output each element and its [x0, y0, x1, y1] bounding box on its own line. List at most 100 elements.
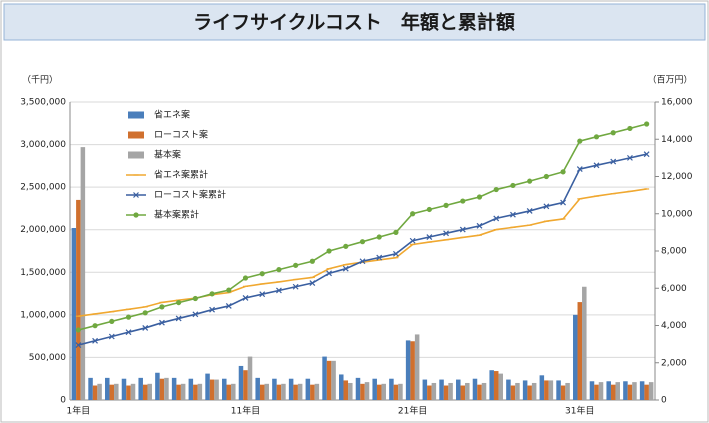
bar: [515, 382, 520, 400]
bar: [506, 379, 511, 400]
bar: [644, 384, 649, 400]
bar: [381, 383, 386, 400]
point: [560, 169, 566, 175]
bar: [348, 382, 353, 400]
bar: [281, 383, 286, 400]
bar: [443, 385, 449, 400]
bar: [205, 373, 210, 400]
bar: [414, 334, 420, 400]
bar: [460, 385, 466, 400]
bar: [314, 383, 320, 400]
y-tick-label: 3,500,000: [20, 98, 66, 108]
point: [309, 280, 316, 286]
bar: [477, 384, 482, 400]
point: [92, 323, 98, 329]
bar: [615, 382, 620, 400]
point: [209, 306, 215, 313]
point: [443, 202, 449, 208]
point: [343, 243, 349, 249]
bar: [138, 377, 143, 400]
bar: [544, 380, 549, 400]
bar: [431, 382, 437, 400]
bar: [472, 378, 478, 400]
bar: [188, 378, 194, 400]
bar: [164, 377, 169, 400]
bar: [398, 383, 403, 400]
point: [643, 151, 650, 158]
point: [108, 333, 115, 340]
bar: [360, 383, 365, 400]
bar: [372, 378, 377, 400]
bar: [565, 382, 570, 400]
bar: [389, 378, 394, 400]
bar: [97, 383, 102, 400]
y-tick-label: 2,000,000: [20, 225, 66, 235]
point: [242, 295, 249, 301]
point: [225, 303, 232, 309]
bar: [326, 360, 332, 400]
point: [259, 291, 266, 298]
point: [326, 270, 332, 277]
y2-tick-label: 0: [661, 396, 667, 406]
point: [393, 229, 399, 235]
point: [426, 234, 433, 240]
x-tick-label: 21年目: [398, 405, 427, 417]
bar: [498, 373, 503, 400]
bar: [493, 371, 499, 400]
y2-tick-label: 14,000: [661, 135, 693, 145]
legend-swatch: [128, 131, 144, 139]
point: [293, 262, 299, 268]
point: [426, 206, 432, 213]
point: [610, 130, 616, 136]
bar: [171, 377, 177, 400]
bar: [238, 365, 244, 400]
point: [510, 182, 516, 189]
y-tick-label: 2,500,000: [20, 183, 66, 193]
x-tick-label: 1年目: [66, 405, 90, 417]
point: [133, 212, 139, 218]
bar: [214, 379, 219, 400]
point: [460, 198, 466, 204]
bar: [88, 377, 93, 400]
y2-axis-label: （百万円）: [647, 75, 692, 86]
bar: [288, 378, 294, 400]
bar: [594, 384, 599, 400]
point: [175, 315, 182, 322]
bar: [481, 382, 487, 400]
point: [493, 215, 500, 222]
y2-tick-label: 8,000: [661, 247, 687, 257]
bar: [355, 377, 361, 400]
bar: [610, 384, 616, 400]
legend-label: 省エネ案累計: [154, 169, 208, 181]
bar: [439, 379, 444, 400]
bar: [573, 314, 578, 400]
bar: [264, 383, 269, 400]
point: [176, 299, 182, 306]
bar: [222, 378, 227, 400]
bar: [231, 383, 236, 400]
legend-label: 省エネ案: [154, 109, 190, 121]
y-axis-label: （千円）: [22, 75, 58, 86]
point: [376, 234, 382, 240]
bar: [577, 302, 583, 400]
bar: [582, 286, 587, 400]
bar: [247, 356, 253, 400]
point: [410, 211, 416, 217]
point: [75, 327, 81, 333]
bar: [259, 384, 265, 400]
bar: [121, 378, 127, 400]
point: [493, 186, 499, 193]
legend-swatch: [128, 151, 144, 159]
bar: [606, 381, 611, 400]
bar: [126, 385, 131, 400]
bar: [489, 370, 494, 400]
bar: [180, 383, 186, 400]
bar: [560, 385, 566, 400]
point: [92, 337, 98, 344]
legend-label: ローコスト案累計: [154, 189, 226, 201]
x-tick-label: 11年目: [231, 405, 260, 417]
point: [443, 230, 449, 237]
bar: [598, 382, 604, 400]
